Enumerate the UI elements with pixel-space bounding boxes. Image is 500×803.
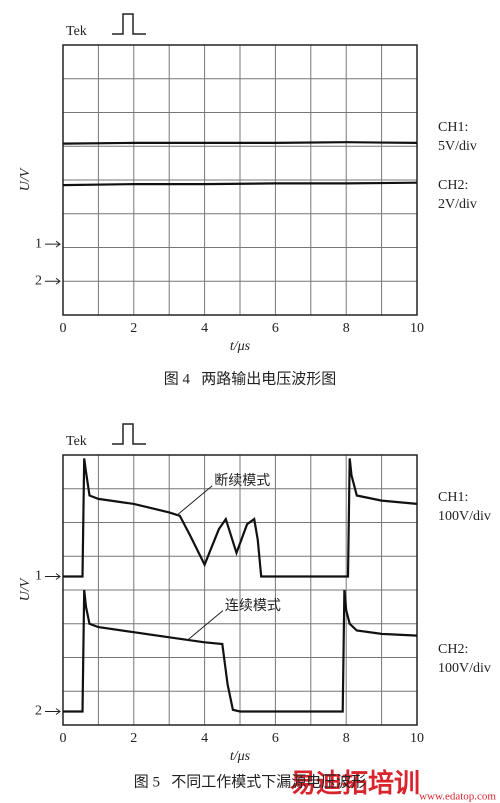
scope-label: Tek	[66, 434, 87, 449]
legend-scale: 100V/div	[438, 661, 491, 676]
channel-arrow	[45, 573, 61, 580]
legend-scale: 5V/div	[438, 139, 477, 154]
annotation-pointer	[186, 610, 224, 642]
x-tick-label: 10	[410, 321, 424, 336]
pulse-icon	[112, 13, 146, 35]
y-axis-label: U/V	[18, 167, 33, 191]
x-tick-label: 8	[343, 731, 350, 746]
annotation: 连续模式	[225, 597, 281, 614]
x-tick-label: 6	[272, 731, 279, 746]
legend-label: CH1:	[438, 120, 468, 135]
watermark-url: www.edatop.com	[419, 791, 496, 803]
x-tick-label: 0	[60, 731, 67, 746]
pulse-icon	[112, 423, 146, 445]
legend-label: CH2:	[438, 642, 468, 657]
caption: 图 4 两路输出电压波形图	[164, 370, 337, 387]
y-axis-label: U/V	[18, 577, 33, 601]
annotation-pointer	[175, 485, 213, 517]
x-axis-label: t/μs	[230, 339, 251, 354]
waveform	[62, 181, 418, 187]
legend-label: CH1:	[438, 490, 468, 505]
plot-frame	[62, 454, 418, 726]
x-tick-label: 6	[272, 321, 279, 336]
channel-marker: 1	[35, 236, 42, 251]
x-tick-label: 2	[130, 321, 137, 336]
caption: 图 5 不同工作模式下漏源电压波形	[134, 773, 367, 790]
legend-label: CH2:	[438, 178, 468, 193]
channel-arrow	[45, 240, 61, 248]
legend-scale: 100V/div	[438, 509, 491, 524]
x-axis-label: t/μs	[230, 749, 251, 764]
channel-marker: 2	[35, 704, 42, 719]
channel-arrow	[45, 277, 61, 285]
waveform	[63, 458, 418, 578]
x-tick-label: 10	[410, 731, 424, 746]
x-tick-label: 2	[130, 731, 137, 746]
legend-scale: 2V/div	[438, 197, 477, 212]
channel-arrow	[45, 708, 61, 715]
channel-marker: 1	[35, 569, 42, 584]
x-tick-label: 4	[201, 321, 208, 336]
waveform	[63, 589, 418, 713]
channel-marker: 2	[35, 273, 42, 288]
waveform	[62, 141, 418, 145]
x-tick-label: 8	[343, 321, 350, 336]
watermark: 易迪拓培训	[290, 769, 420, 798]
scope-label: Tek	[66, 24, 87, 39]
x-tick-label: 0	[60, 321, 67, 336]
x-tick-label: 4	[201, 731, 208, 746]
plot-frame	[62, 44, 418, 316]
annotation: 断续模式	[214, 472, 270, 489]
